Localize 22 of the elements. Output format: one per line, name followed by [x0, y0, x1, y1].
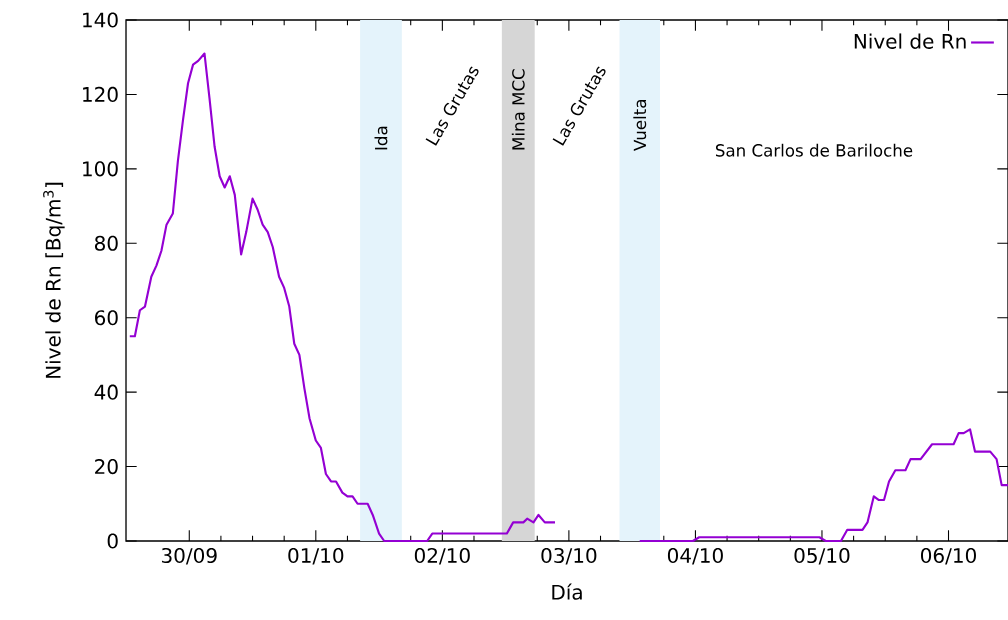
- x-tick-label: 04/10: [667, 547, 723, 565]
- band-label: Mina MCC: [511, 69, 525, 150]
- x-tick-label: 03/10: [541, 547, 597, 565]
- y-tick-label: 60: [95, 310, 118, 326]
- x-axis-title: Día: [552, 583, 582, 600]
- x-tick-label: 05/10: [794, 547, 850, 565]
- y-tick-label: 140: [83, 12, 118, 28]
- y-tick-label: 80: [94, 235, 118, 251]
- band-label: Vuelta: [633, 100, 647, 151]
- y-tick-label: 100: [83, 161, 118, 177]
- legend-label: Nivel de Rn: [854, 33, 966, 49]
- x-tick-label: 01/10: [288, 547, 344, 565]
- x-tick-label: 02/10: [414, 547, 470, 565]
- y-tick-label: 20: [95, 458, 118, 475]
- y-tick-label: 0: [107, 533, 118, 549]
- y-axis-title: Nivel de Rn [Bq/m$^{3}$]: [43, 182, 65, 378]
- band-label: Ida: [374, 126, 388, 150]
- y-tick-label: 40: [94, 384, 118, 400]
- x-tick-label: 30/09: [161, 547, 217, 565]
- x-tick-label: 06/10: [921, 547, 976, 565]
- annotation: San Carlos de Bariloche: [715, 143, 913, 157]
- y-tick-label: 120: [83, 86, 118, 102]
